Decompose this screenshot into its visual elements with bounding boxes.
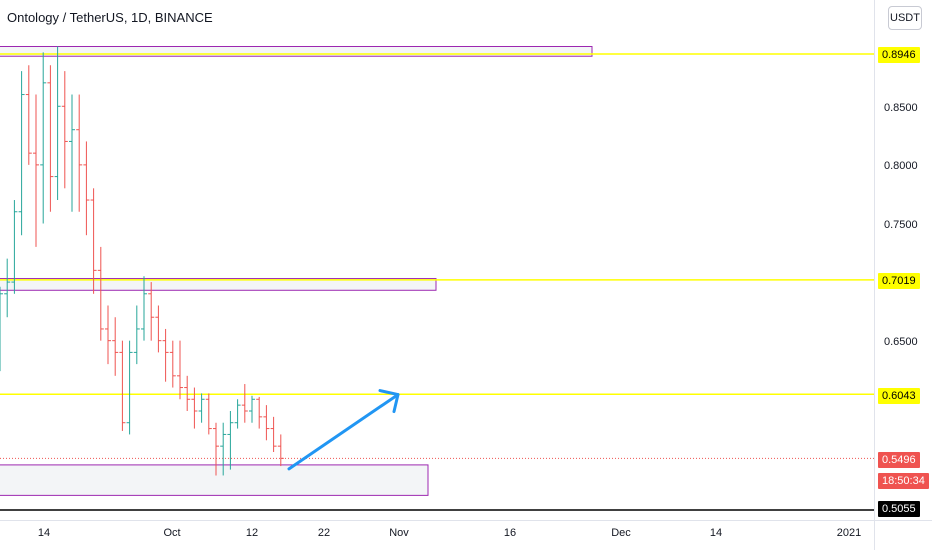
price-badge-level-3: 0.6043	[878, 388, 920, 404]
zone-box	[0, 464, 429, 496]
currency-selector[interactable]: USDT	[888, 6, 922, 30]
x-tick-label: 16	[503, 527, 517, 539]
x-tick-label: Nov	[389, 527, 409, 539]
price-badge-level-1: 0.8946	[878, 47, 920, 63]
y-tick-label: 0.7500	[884, 219, 918, 231]
price-badge-level-2: 0.7019	[878, 273, 920, 289]
y-tick-label: 0.8500	[884, 102, 918, 114]
x-tick-label: 12	[245, 527, 259, 539]
x-tick-label: Oct	[163, 527, 181, 539]
last-price-badge: 0.5496	[878, 452, 920, 468]
zone-box	[0, 278, 437, 291]
zone-box	[0, 45, 593, 57]
x-tick-label: 14	[709, 527, 723, 539]
chart-title: Ontology / TetherUS, 1D, BINANCE	[7, 10, 213, 25]
price-badge-bottom: 0.5055	[878, 501, 920, 517]
projection-arrow-head	[378, 389, 400, 414]
countdown-badge: 18:50:34	[878, 473, 929, 489]
x-tick-label: 14	[37, 527, 51, 539]
x-tick-label: 2021	[836, 527, 862, 539]
projection-arrow-line	[287, 393, 400, 471]
x-tick-label: Dec	[611, 527, 631, 539]
y-tick-label: 0.6500	[884, 336, 918, 348]
y-tick-label: 0.8000	[884, 160, 918, 172]
x-tick-label: 22	[317, 527, 331, 539]
